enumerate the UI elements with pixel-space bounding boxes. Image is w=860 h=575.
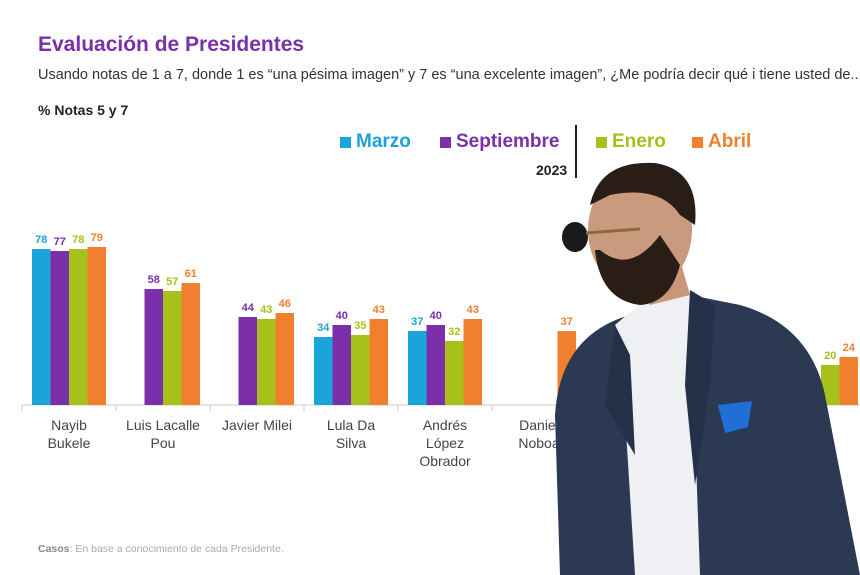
bar-septiembre (426, 325, 445, 405)
bar-enero (351, 335, 370, 405)
legend-label: Marzo (356, 131, 411, 152)
footnote-label: Casos (38, 543, 70, 555)
data-label: 32 (448, 326, 460, 338)
category-label: Andrés (423, 417, 467, 433)
data-label: 20 (824, 350, 836, 362)
legend-swatch (596, 136, 607, 148)
category-label: López (426, 435, 464, 451)
category-label: Daniel (519, 417, 559, 433)
legend-label: Enero (612, 131, 666, 152)
category-label: Luis Lacalle (126, 417, 200, 433)
bar-abril (463, 319, 482, 405)
bar-abril (87, 247, 106, 405)
legend-marzo: Marzo (340, 131, 411, 153)
data-label: 43 (260, 304, 272, 316)
data-label: 43 (467, 304, 479, 316)
data-label: 78 (72, 234, 84, 246)
year-label-2023: 2023 (536, 162, 568, 178)
data-label: 78 (35, 234, 47, 246)
category-label: Silva (336, 435, 367, 451)
data-label: 77 (54, 236, 66, 248)
bar-marzo (32, 249, 51, 405)
data-label: 61 (185, 268, 197, 280)
data-label: 57 (166, 276, 178, 288)
legend-swatch (340, 136, 351, 148)
category-label: Pou (151, 435, 176, 451)
metric-label: % Notas 5 y 7 (38, 102, 129, 118)
legend-swatch (440, 136, 451, 148)
bar-marzo (408, 331, 427, 405)
data-label: 58 (148, 274, 160, 286)
bar-abril (275, 313, 294, 405)
category-label: Obrador (419, 453, 471, 469)
data-label: 43 (373, 304, 385, 316)
data-label: 37 (411, 316, 423, 328)
category-label: Noboa (518, 435, 559, 451)
survey-question: Usando notas de 1 a 7, donde 1 es “una p… (38, 67, 860, 83)
category-label: Javier Milei (222, 417, 292, 433)
legend-label: Abril (708, 131, 752, 152)
legend-abril: Abril (692, 131, 751, 153)
bar-abril (369, 319, 388, 405)
data-label: 37 (561, 316, 573, 328)
data-label: 44 (242, 302, 255, 314)
legend-enero: Enero (596, 131, 666, 153)
bar-marzo (314, 337, 333, 405)
bar-enero (821, 365, 840, 405)
year-divider (575, 125, 577, 178)
bar-septiembre (50, 251, 69, 405)
bar-enero (69, 249, 88, 405)
legend-label: Septiembre (456, 131, 560, 152)
president-photo (555, 162, 860, 575)
category-label: Lula Da (327, 417, 375, 433)
bar-enero (163, 291, 182, 405)
chart-title: Evaluación de Presidentes (38, 33, 305, 56)
data-label: 34 (317, 322, 330, 334)
data-label: 79 (91, 232, 103, 244)
category-label: Bukele (48, 435, 91, 451)
legend-swatch (692, 136, 703, 148)
bar-enero (257, 319, 276, 405)
data-label: 40 (336, 310, 348, 322)
legend-septiembre: Septiembre (440, 131, 559, 153)
footnote-text: : En base a conocimiento de cada Preside… (69, 543, 284, 555)
bar-septiembre (238, 317, 257, 405)
bar-septiembre (144, 289, 163, 405)
data-label: 46 (279, 298, 291, 310)
bar-abril (839, 357, 858, 405)
data-label: 35 (354, 320, 366, 332)
bar-abril (181, 283, 200, 405)
category-label: Nayib (51, 417, 87, 433)
bar-septiembre (332, 325, 351, 405)
bar-enero (445, 341, 464, 405)
data-label: 24 (843, 342, 856, 354)
footnote: Casos: En base a conocimiento de cada Pr… (38, 543, 284, 555)
data-label: 40 (430, 310, 442, 322)
